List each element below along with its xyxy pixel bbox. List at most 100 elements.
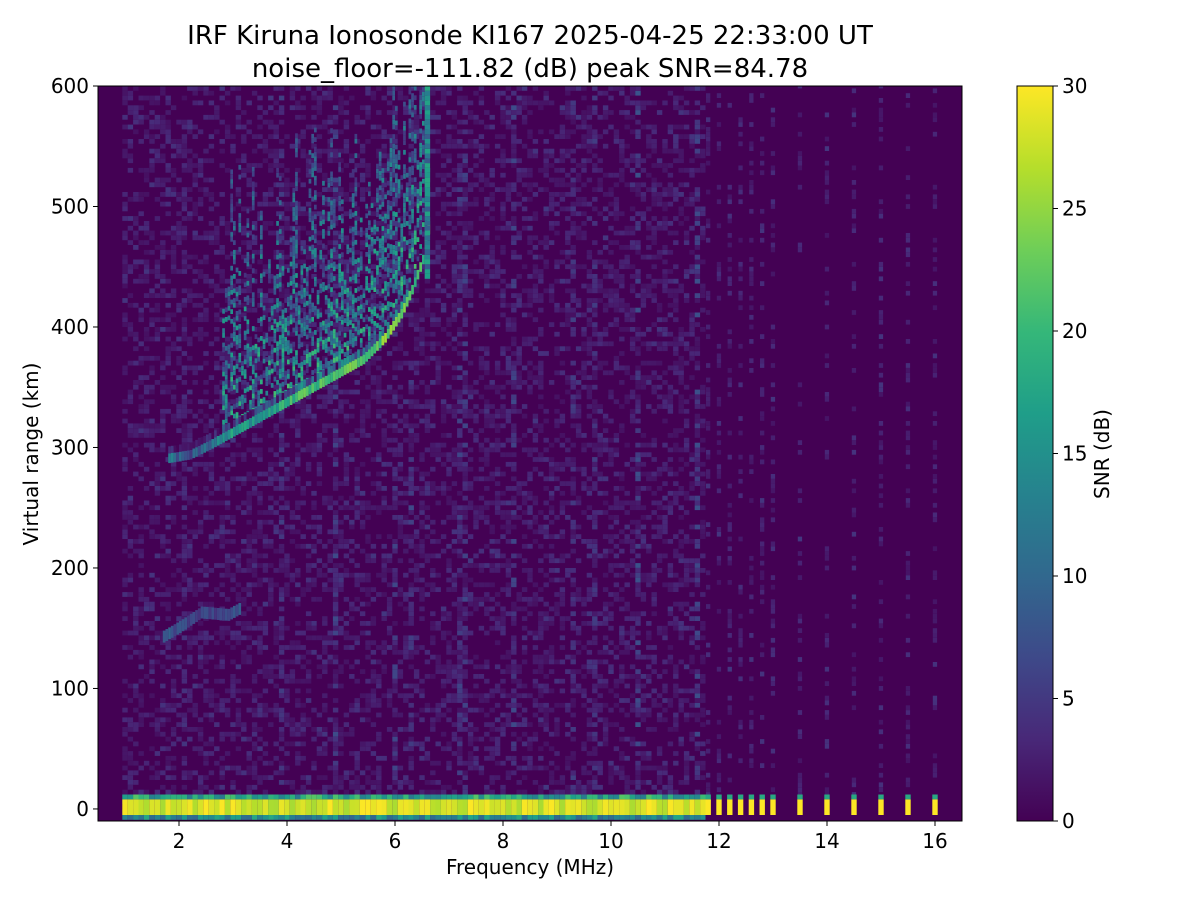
noise-cell	[154, 336, 161, 342]
noise-cell	[160, 365, 166, 371]
noise-cell	[505, 365, 512, 371]
noise-cell	[262, 471, 269, 477]
noise-cell	[224, 351, 231, 356]
noise-cell	[149, 134, 155, 139]
noise-cell	[327, 399, 333, 405]
noise-cell	[235, 582, 242, 588]
noise-cell	[305, 674, 312, 679]
noise-cell	[462, 375, 468, 380]
noise-cell	[521, 182, 528, 188]
noise-cell	[343, 630, 350, 636]
noise-cell	[365, 645, 371, 650]
noise-cell	[543, 500, 549, 506]
noise-cell	[343, 399, 350, 405]
noise-cell	[430, 298, 436, 303]
noise-cell	[230, 143, 236, 149]
noise-cell	[338, 625, 344, 631]
noise-cell	[408, 519, 414, 525]
noise-cell	[230, 437, 236, 443]
noise-cell	[516, 86, 522, 91]
noise-cell	[197, 630, 204, 636]
noise-cell	[332, 611, 339, 617]
noise-cell	[462, 659, 468, 665]
noise-cell	[408, 582, 414, 588]
noise-cell	[413, 322, 420, 327]
noise-cell	[268, 336, 274, 342]
noise-cell	[197, 317, 204, 323]
noise-cell	[386, 461, 393, 467]
noise-cell	[440, 143, 447, 149]
noise-cell	[392, 683, 398, 689]
noise-cell	[397, 558, 404, 564]
noise-cell	[467, 182, 474, 188]
noise-cell	[343, 148, 350, 154]
noise-cell	[208, 688, 215, 694]
noise-cell	[440, 606, 447, 612]
noise-cell	[300, 664, 306, 670]
noise-cell	[246, 519, 252, 525]
noise-cell	[197, 683, 204, 689]
noise-cell	[322, 582, 328, 588]
noise-cell	[278, 616, 285, 621]
noise-cell	[484, 712, 490, 718]
noise-cell	[165, 524, 171, 530]
noise-cell	[295, 476, 301, 482]
noise-cell	[197, 601, 204, 607]
noise-cell	[268, 322, 274, 327]
noise-cell	[338, 519, 344, 525]
noise-cell	[413, 288, 420, 294]
noise-cell	[451, 587, 458, 592]
noise-cell	[462, 413, 468, 419]
noise-cell	[154, 293, 161, 298]
noise-cell	[332, 457, 339, 462]
noise-cell	[381, 461, 387, 467]
noise-cell	[149, 110, 155, 115]
noise-cell	[154, 519, 161, 525]
noise-cell	[440, 452, 447, 458]
noise-cell	[462, 201, 468, 207]
noise-cell	[473, 582, 479, 588]
noise-cell	[251, 539, 258, 544]
noise-cell	[127, 630, 134, 636]
noise-cell	[289, 466, 296, 472]
noise-cell	[494, 510, 501, 515]
noise-cell	[554, 182, 560, 188]
noise-cell	[300, 717, 306, 723]
noise-cell	[370, 751, 377, 756]
noise-cell	[521, 649, 528, 655]
noise-cell	[278, 418, 285, 424]
noise-cell	[268, 587, 274, 592]
noise-cell	[246, 471, 252, 477]
noise-cell	[127, 327, 134, 332]
noise-cell	[278, 327, 285, 332]
noise-cell	[359, 143, 366, 149]
noise-cell	[392, 437, 398, 443]
noise-cell	[284, 780, 290, 785]
noise-cell	[511, 486, 517, 491]
noise-cell	[138, 461, 144, 467]
noise-cell	[500, 172, 506, 178]
noise-cell	[332, 119, 339, 125]
noise-cell	[262, 645, 269, 650]
noise-cell	[154, 331, 161, 337]
noise-cell	[224, 698, 231, 703]
noise-cell	[359, 428, 366, 433]
noise-cell	[138, 274, 144, 279]
noise-cell	[521, 616, 528, 621]
noise-cell	[494, 490, 501, 496]
noise-cell	[478, 187, 485, 192]
noise-cell	[392, 621, 398, 626]
noise-cell	[241, 770, 247, 776]
noise-cell	[543, 683, 549, 689]
noise-cell	[511, 582, 517, 588]
noise-cell	[122, 616, 128, 621]
noise-cell	[322, 399, 328, 405]
noise-cell	[316, 524, 323, 530]
noise-cell	[408, 466, 414, 472]
noise-cell	[489, 548, 495, 554]
noise-cell	[467, 413, 474, 419]
noise-cell	[203, 543, 209, 549]
noise-cell	[446, 341, 452, 347]
noise-cell	[462, 312, 468, 318]
noise-cell	[160, 770, 166, 776]
